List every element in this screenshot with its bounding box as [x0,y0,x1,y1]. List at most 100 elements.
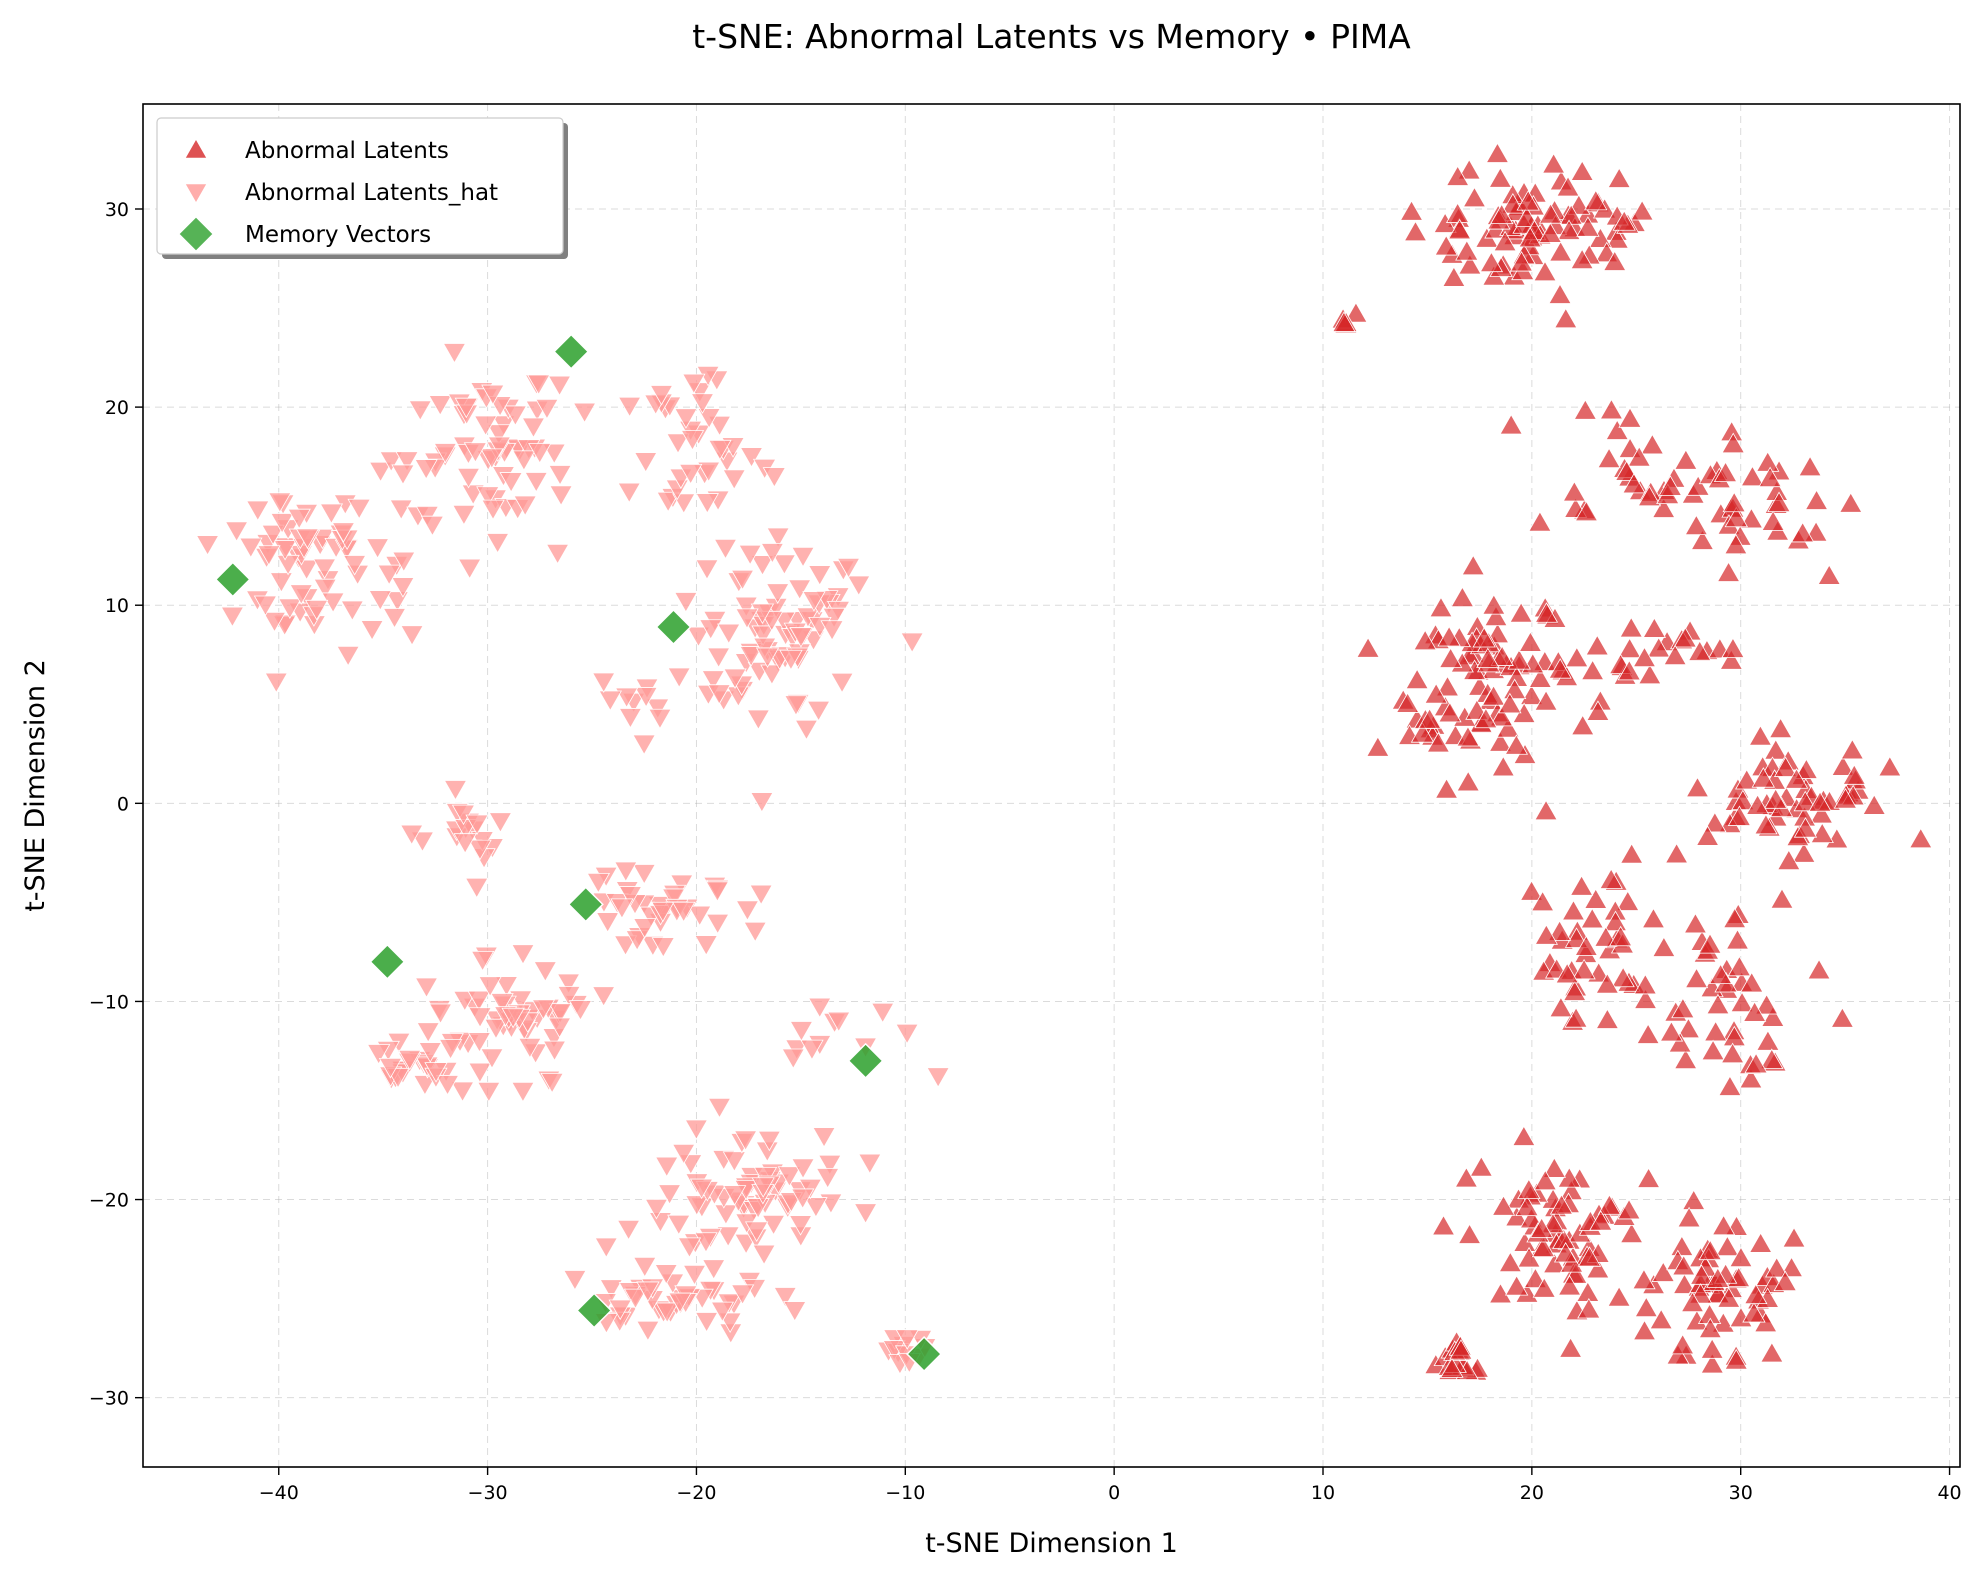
abnormal-latent-hat-point [313,578,337,600]
abnormal-latent-point [1622,472,1646,494]
abnormal-latent-hat-point [820,620,844,641]
abnormal-latent-hat-point [678,464,703,485]
abnormal-latent-hat-point [682,1264,707,1286]
abnormal-latent-hat-point [480,448,504,469]
abnormal-latent-point [1758,466,1782,488]
abnormal-latent-point [1831,755,1855,776]
abnormal-latent-hat-point [633,1256,657,1278]
abnormal-latent-point [1672,1254,1696,1276]
abnormal-latent-hat-point [697,408,721,429]
abnormal-latent-point [1767,491,1791,513]
abnormal-latent-hat-point [484,1018,508,1040]
abnormal-latent-hat-point [680,430,705,451]
abnormal-latent-point [1761,1006,1785,1027]
abnormal-latent-point [1619,1222,1644,1244]
abnormal-latent-point [1574,500,1599,522]
abnormal-latent-hat-point [735,608,759,629]
abnormal-latent-hat-point [289,584,313,605]
abnormal-latent-point [1586,700,1610,721]
abnormal-latent-point [1839,492,1863,513]
abnormal-latent-point [1561,899,1586,921]
abnormal-latent-hat-point [714,1204,738,1225]
abnormal-latent-hat-point [220,606,245,628]
abnormal-latent-point [1652,936,1676,957]
abnormal-latent-hat-point [452,504,476,526]
abnormal-latent-hat-point [428,1003,453,1024]
abnormal-latent-point [1676,1017,1701,1039]
abnormal-latent-point [1507,649,1531,670]
abnormal-latent-hat-point [457,558,482,580]
abnormal-latent-point [1808,791,1832,812]
abnormal-latent-point [1784,768,1809,789]
legend-box [156,117,564,255]
abnormal-latent-hat-point [304,599,329,621]
abnormal-latent-hat-point [468,1007,492,1028]
y-tick-label: 0 [117,793,129,815]
abnormal-latent-point [1724,1349,1748,1370]
abnormal-latent-hat-point [508,990,533,1011]
abnormal-latent-hat-point [794,719,819,741]
abnormal-latent-hat-point [685,1195,709,1216]
abnormal-latent-hat-point [264,672,288,694]
abnormal-latent-hat-point [818,1154,842,1176]
abnormal-latent-hat-point [287,508,311,530]
abnormal-latent-hat-point [586,872,611,894]
abnormal-latent-point [1765,1256,1789,1278]
abnormal-latent-point [1474,707,1498,729]
abnormal-latent-hat-point [617,396,642,418]
abnormal-latent-hat-point [723,668,747,689]
abnormal-latent-hat-point [270,513,294,534]
abnormal-latent-point [1617,659,1641,681]
abnormal-latent-point [1571,714,1595,736]
abnormal-latent-hat-point [666,433,690,454]
abnormal-latent-point [1632,646,1657,668]
abnormal-latent-point [1564,927,1589,948]
abnormal-latent-point [1426,731,1451,753]
abnormal-latent-point [1434,778,1459,799]
abnormal-latent-point [1724,533,1748,555]
abnormal-latent-point [1640,433,1665,455]
x-tick-label: 40 [1937,1482,1961,1504]
abnormal-latent-hat-point [614,861,638,883]
abnormal-latent-point [1618,407,1642,428]
abnormal-latent-hat-point [800,1039,824,1061]
abnormal-latent-point [1773,756,1798,777]
abnormal-latent-point [1456,725,1480,747]
abnormal-latent-point [1528,511,1552,532]
abnormal-latent-point [1830,1007,1855,1028]
abnormal-latent-hat-point [499,472,523,493]
abnormal-latent-point [1668,1031,1692,1053]
abnormal-latent-hat-point [806,700,831,722]
abnormal-latent-point [1727,805,1752,826]
abnormal-latent-hat-point [435,1075,460,1096]
abnormal-latent-hat-point [395,451,419,472]
abnormal-latent-point [1491,1195,1516,1216]
abnormal-latent-hat-point [261,524,285,546]
abnormal-latent-hat-point [772,554,797,575]
abnormal-latent-point [1658,475,1683,496]
abnormal-latent-point [1584,888,1608,909]
abnormal-latent-hat-point [752,1244,776,1266]
abnormal-latent-hat-point [501,1007,525,1029]
abnormal-latent-hat-point [513,495,537,517]
abnormal-latent-point [1630,199,1654,221]
abnormal-latent-point [1496,717,1520,738]
abnormal-latent-point [1344,302,1368,323]
abnormal-latent-hat-point [531,999,556,1020]
abnormal-latent-point [1519,880,1544,901]
abnormal-latent-point [1605,419,1629,440]
abnormal-latent-hat-point [853,1203,878,1224]
abnormal-latent-hat-point [262,611,287,633]
abnormal-latent-hat-point [655,1302,679,1324]
abnormal-latent-hat-point [347,498,371,520]
abnormal-latent-hat-point [722,1151,747,1172]
abnormal-latent-point [1502,678,1527,700]
abnormal-latent-hat-point [379,451,403,472]
abnormal-latent-hat-point [667,667,691,688]
abnormal-latent-hat-point [610,898,634,919]
abnormal-latent-point [1698,1317,1722,1339]
x-axis-ticks: −40 −30 −20 −10 0 10 20 30 40 [259,1467,1962,1504]
y-tick-label: 30 [105,199,129,221]
abnormal-latent-hat-point [481,499,505,521]
abnormal-latent-hat-point [804,1197,828,1218]
